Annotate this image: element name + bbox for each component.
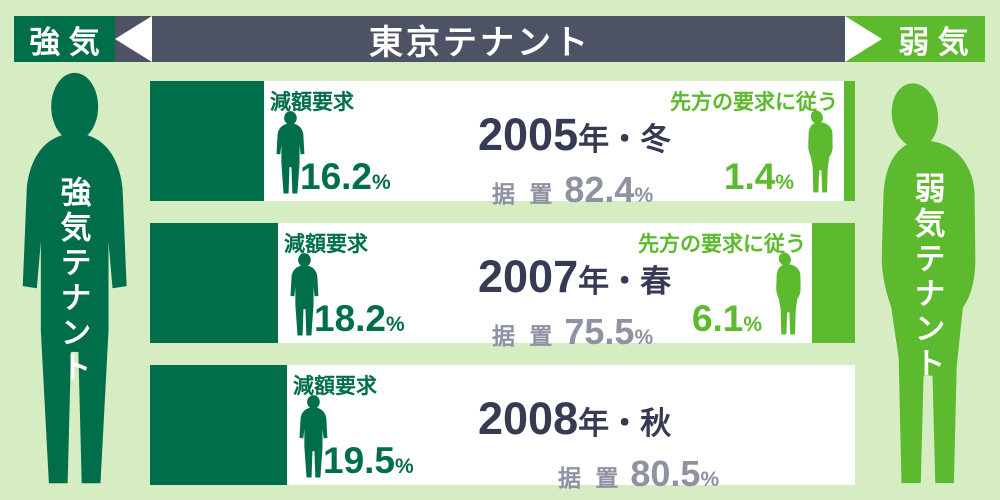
period-center-group: 2008年・秋 据 置 80.5% <box>478 365 848 494</box>
unchanged-unit: % <box>634 326 654 349</box>
value-unit: % <box>775 171 794 194</box>
period-year: 2007 <box>478 251 579 302</box>
unchanged-value: 82.4 <box>564 169 635 210</box>
reduction-request-label: 減額要求 <box>270 91 354 114</box>
arrow-right-icon <box>845 16 882 62</box>
bear-tenant-label: 弱気テナント <box>909 172 945 382</box>
comply-request-label: 先方の要求に従う <box>638 233 806 256</box>
reduction-request-bar <box>150 365 287 485</box>
value-number: 16.2 <box>300 156 373 197</box>
bear-businessman-silhouette-icon <box>802 107 838 195</box>
bear-businessman-silhouette-icon <box>770 249 806 337</box>
unchanged-value: 80.5 <box>630 453 701 494</box>
unchanged-unit: % <box>700 468 720 491</box>
value-unit: % <box>395 455 414 478</box>
period-season: 年・秋 <box>578 406 672 441</box>
comply-request-value: 6.1% <box>692 298 762 340</box>
unchanged-value: 75.5 <box>564 311 635 352</box>
value-number: 1.4 <box>723 156 776 197</box>
value-number: 6.1 <box>691 298 744 339</box>
comply-request-value: 1.4% <box>724 156 794 198</box>
unchanged-stat: 据 置 80.5% <box>558 453 719 495</box>
value-unit: % <box>743 313 762 336</box>
comply-request-bar <box>812 223 855 343</box>
reduction-request-value: 16.2% <box>300 156 391 198</box>
comply-request-group: 先方の要求に従う 1.4% <box>670 81 838 201</box>
reduction-request-group: 減額要求 16.2% <box>270 81 391 201</box>
header-bear-label: 弱 気 <box>898 24 969 60</box>
period-row-2005-winter: 減額要求 16.2% 2005年・冬 据 置 82.4% 先方の要求に従う 1.4… <box>150 81 855 210</box>
bear-tenant-figure: 弱気テナント <box>858 66 996 496</box>
comply-request-label: 先方の要求に従う <box>670 91 838 114</box>
period-title: 2005年・冬 <box>478 109 671 161</box>
reduction-request-bar <box>150 81 264 201</box>
reduction-request-bar <box>150 223 278 343</box>
period-row-2007-spring: 減額要求 18.2% 2007年・春 据 置 75.5% 先方の要求に従う 6.1… <box>150 223 855 352</box>
value-number: 19.5 <box>323 440 396 481</box>
reduction-request-value: 18.2% <box>314 298 405 340</box>
header-title-bar: 東京テナント <box>115 16 845 62</box>
unchanged-label: 据 置 <box>558 465 623 491</box>
unchanged-unit: % <box>634 184 654 207</box>
period-season: 年・春 <box>578 264 672 299</box>
header-bear-box: 弱 気 <box>845 16 985 62</box>
period-title: 2007年・春 <box>478 251 671 303</box>
period-center-group: 2005年・冬 据 置 82.4% <box>478 81 848 210</box>
period-year: 2008 <box>478 393 579 444</box>
reduction-request-group: 減額要求 18.2% <box>284 223 405 343</box>
comply-request-group: 先方の要求に従う 6.1% <box>638 223 806 343</box>
comply-request-bar <box>844 81 855 201</box>
header-bull-box: 強 気 <box>14 16 115 62</box>
period-row-2008-autumn: 減額要求 19.5% 2008年・秋 据 置 80.5% <box>150 365 855 494</box>
value-number: 18.2 <box>314 298 387 339</box>
bull-tenant-figure: 強気テナント <box>6 72 140 496</box>
header-bull-label: 強 気 <box>29 24 100 60</box>
reduction-request-label: 減額要求 <box>293 375 377 398</box>
page-title: 東京テナント <box>369 23 591 62</box>
period-year: 2005 <box>478 109 579 160</box>
period-season: 年・冬 <box>578 122 672 157</box>
period-center-group: 2007年・春 据 置 75.5% <box>478 223 848 352</box>
unchanged-label: 据 置 <box>492 181 557 207</box>
unchanged-label: 据 置 <box>492 323 557 349</box>
bull-tenant-label: 強気テナント <box>55 176 91 386</box>
value-unit: % <box>372 171 391 194</box>
arrow-left-icon <box>115 16 152 62</box>
reduction-request-value: 19.5% <box>323 440 414 482</box>
period-title: 2008年・秋 <box>478 393 671 445</box>
unchanged-stat: 据 置 82.4% <box>492 169 653 211</box>
unchanged-stat: 据 置 75.5% <box>492 311 653 353</box>
reduction-request-group: 減額要求 19.5% <box>293 365 414 485</box>
value-unit: % <box>386 313 405 336</box>
reduction-request-label: 減額要求 <box>284 233 368 256</box>
